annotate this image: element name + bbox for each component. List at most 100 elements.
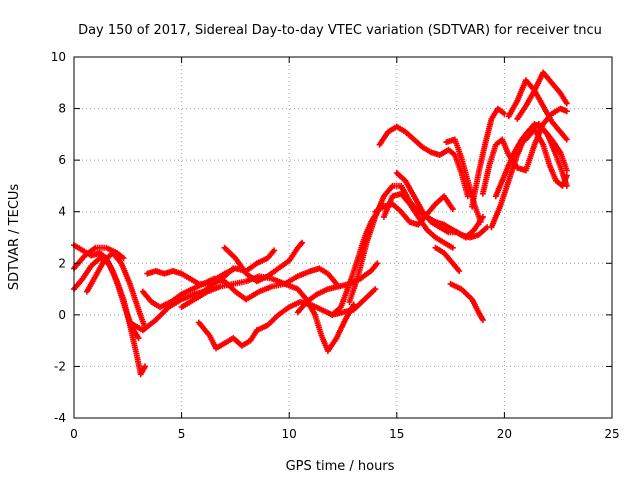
series-markers — [447, 280, 486, 323]
data-point — [115, 251, 119, 255]
data-point — [313, 313, 317, 317]
series-track-10 — [221, 239, 306, 285]
grid-lines — [74, 57, 612, 418]
data-point — [369, 269, 373, 273]
data-point — [90, 264, 93, 268]
data-point — [503, 112, 506, 115]
data-point — [466, 179, 470, 182]
data-point — [180, 293, 183, 296]
data-point — [417, 215, 420, 219]
data-point — [417, 223, 420, 226]
data-point — [102, 259, 106, 262]
data-point — [339, 305, 343, 309]
data-series — [71, 69, 570, 378]
x-axis-title: GPS time / hours — [286, 459, 395, 474]
data-point — [337, 285, 340, 288]
data-point — [541, 143, 545, 146]
data-point — [277, 267, 280, 270]
data-point — [507, 115, 510, 118]
data-point — [296, 311, 300, 314]
data-point — [442, 241, 446, 244]
data-point — [81, 249, 84, 252]
data-point — [507, 179, 510, 182]
data-point — [565, 102, 569, 105]
data-point — [214, 347, 218, 350]
data-point — [223, 272, 226, 275]
data-point — [309, 269, 312, 273]
data-point — [447, 148, 450, 152]
data-point — [464, 236, 467, 239]
data-point — [130, 326, 134, 329]
data-point — [320, 308, 323, 311]
data-point — [554, 153, 558, 157]
data-point — [524, 79, 528, 82]
data-point — [477, 233, 480, 237]
y-tick-label: 8 — [58, 102, 66, 116]
data-point — [266, 256, 269, 260]
data-point — [496, 107, 500, 110]
data-point — [111, 251, 114, 255]
data-point — [481, 318, 485, 322]
data-point — [470, 298, 474, 301]
data-point — [466, 195, 470, 198]
data-point — [425, 228, 429, 231]
data-point — [382, 195, 386, 198]
data-point — [234, 256, 237, 260]
data-point — [565, 174, 569, 177]
y-axis-title: SDTVAR / TECUs — [7, 184, 22, 291]
data-point — [266, 274, 269, 278]
data-point — [244, 280, 248, 283]
data-point — [300, 241, 304, 244]
data-point — [150, 300, 153, 304]
data-point — [255, 262, 259, 265]
data-point — [81, 277, 84, 280]
series-track-25 — [505, 77, 570, 143]
data-point — [565, 169, 569, 172]
data-point — [154, 318, 157, 322]
data-point — [399, 210, 403, 213]
data-point — [206, 290, 209, 293]
data-point — [244, 298, 248, 301]
data-point — [473, 228, 476, 231]
data-point — [488, 164, 491, 167]
data-point — [477, 171, 480, 175]
data-point — [98, 256, 102, 260]
series-track-4 — [83, 250, 148, 331]
x-tick-label: 5 — [178, 427, 186, 441]
data-point — [298, 300, 302, 304]
data-point — [561, 184, 564, 188]
data-point — [559, 91, 562, 95]
data-point — [395, 171, 398, 175]
data-point — [341, 311, 345, 314]
data-point — [382, 205, 386, 208]
data-point — [516, 99, 519, 103]
data-point — [451, 246, 454, 250]
series-track-22 — [447, 280, 486, 323]
data-point — [180, 298, 183, 301]
data-point — [201, 282, 205, 286]
data-point — [120, 262, 123, 265]
data-point — [288, 259, 291, 262]
data-point — [83, 254, 86, 257]
data-point — [257, 290, 261, 293]
data-point — [94, 274, 97, 278]
data-point — [382, 215, 386, 219]
data-point — [374, 215, 377, 219]
data-point — [326, 349, 330, 353]
data-point — [479, 220, 482, 224]
data-point — [421, 210, 424, 213]
data-point — [257, 274, 261, 278]
data-point — [122, 256, 125, 260]
data-point — [163, 272, 166, 275]
data-point — [434, 246, 437, 250]
data-point — [412, 138, 416, 141]
data-point — [434, 202, 437, 206]
y-tick-label: 0 — [58, 308, 66, 322]
data-point — [169, 300, 173, 304]
data-point — [352, 308, 355, 311]
data-point — [348, 300, 351, 304]
data-point — [524, 169, 528, 172]
data-point — [309, 303, 312, 306]
data-point — [470, 205, 474, 208]
data-point — [559, 107, 562, 110]
